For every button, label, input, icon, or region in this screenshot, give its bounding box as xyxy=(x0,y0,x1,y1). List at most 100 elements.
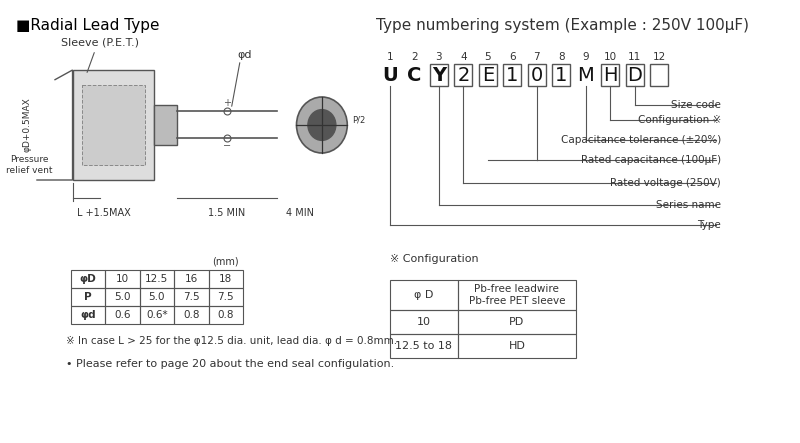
Text: 8: 8 xyxy=(558,52,565,62)
Text: 4: 4 xyxy=(460,52,466,62)
Text: Size code: Size code xyxy=(671,100,721,110)
Text: 1.5 MIN: 1.5 MIN xyxy=(208,208,246,218)
Text: 0.8: 0.8 xyxy=(218,310,234,320)
Bar xyxy=(454,64,473,86)
Text: 9: 9 xyxy=(582,52,589,62)
Text: 0.6*: 0.6* xyxy=(146,310,168,320)
Text: Configuration ※: Configuration ※ xyxy=(638,115,721,125)
Text: Pressure
relief vent: Pressure relief vent xyxy=(6,155,52,175)
Bar xyxy=(503,64,522,86)
Text: Type numbering system (Example : 250V 100μF): Type numbering system (Example : 250V 10… xyxy=(376,18,750,33)
Text: 2: 2 xyxy=(457,66,470,85)
Bar xyxy=(209,288,243,306)
Bar xyxy=(70,306,105,324)
Text: 5.0: 5.0 xyxy=(114,292,130,302)
Text: 12.5 to 18: 12.5 to 18 xyxy=(395,341,452,351)
Text: Pb-free leadwire
Pb-free PET sleeve: Pb-free leadwire Pb-free PET sleeve xyxy=(469,284,565,306)
Bar xyxy=(140,306,174,324)
Text: Y: Y xyxy=(432,66,446,85)
Text: Rated voltage (250V): Rated voltage (250V) xyxy=(610,178,721,188)
Text: 10: 10 xyxy=(116,274,129,284)
Text: ※ In case L > 25 for the φ12.5 dia. unit, lead dia. φ d = 0.8mm.: ※ In case L > 25 for the φ12.5 dia. unit… xyxy=(66,336,398,346)
Text: ※ Configuration: ※ Configuration xyxy=(390,254,478,264)
Text: HD: HD xyxy=(508,341,526,351)
Text: 0: 0 xyxy=(530,66,543,85)
Bar xyxy=(209,270,243,288)
Text: 12: 12 xyxy=(653,52,666,62)
Text: 0.8: 0.8 xyxy=(183,310,199,320)
Text: 18: 18 xyxy=(219,274,232,284)
Bar xyxy=(601,64,619,86)
Text: P: P xyxy=(84,292,92,302)
Text: −: − xyxy=(222,141,230,151)
Text: 2: 2 xyxy=(411,52,418,62)
Text: (mm): (mm) xyxy=(212,256,238,266)
Bar xyxy=(390,334,458,358)
Bar xyxy=(390,310,458,334)
Bar xyxy=(70,288,105,306)
Bar xyxy=(140,270,174,288)
Bar xyxy=(650,64,668,86)
Text: 10: 10 xyxy=(604,52,617,62)
Bar xyxy=(528,64,546,86)
Bar xyxy=(458,310,576,334)
Text: L +1.5MAX: L +1.5MAX xyxy=(78,208,131,218)
Text: φd: φd xyxy=(80,310,96,320)
Text: 3: 3 xyxy=(435,52,442,62)
Bar xyxy=(209,306,243,324)
Bar xyxy=(174,288,209,306)
Text: φ D: φ D xyxy=(414,290,434,300)
Bar xyxy=(70,270,105,288)
Text: 11: 11 xyxy=(628,52,642,62)
Text: PD: PD xyxy=(510,317,525,327)
Text: Rated capacitance (100μF): Rated capacitance (100μF) xyxy=(581,155,721,165)
Bar xyxy=(430,64,448,86)
Bar xyxy=(105,288,140,306)
Bar xyxy=(140,288,174,306)
Text: 0.6: 0.6 xyxy=(114,310,130,320)
Text: 5.0: 5.0 xyxy=(149,292,165,302)
Bar xyxy=(390,280,458,310)
Text: Series name: Series name xyxy=(656,200,721,210)
Text: 7.5: 7.5 xyxy=(183,292,200,302)
Bar xyxy=(458,280,576,310)
Circle shape xyxy=(308,109,336,140)
Text: 10: 10 xyxy=(417,317,431,327)
Bar xyxy=(478,64,497,86)
Text: Type: Type xyxy=(697,220,721,230)
Text: • Please refer to page 20 about the end seal configulation.: • Please refer to page 20 about the end … xyxy=(66,359,394,369)
Text: H: H xyxy=(603,66,618,85)
Text: 1: 1 xyxy=(506,66,518,85)
Text: 1: 1 xyxy=(386,52,394,62)
Text: U: U xyxy=(382,66,398,85)
Circle shape xyxy=(297,97,347,153)
Text: +: + xyxy=(222,98,230,108)
Text: E: E xyxy=(482,66,494,85)
Bar xyxy=(154,105,177,145)
Text: 5: 5 xyxy=(485,52,491,62)
Text: D: D xyxy=(627,66,642,85)
Text: 1: 1 xyxy=(555,66,567,85)
Text: Sleeve (P.E.T.): Sleeve (P.E.T.) xyxy=(61,37,138,47)
Text: M: M xyxy=(578,66,594,85)
Bar xyxy=(105,270,140,288)
Text: 7.5: 7.5 xyxy=(218,292,234,302)
Text: Capacitance tolerance (±20%): Capacitance tolerance (±20%) xyxy=(561,135,721,145)
Text: 4 MIN: 4 MIN xyxy=(286,208,314,218)
Bar xyxy=(73,70,154,180)
Text: φd: φd xyxy=(238,50,252,60)
Text: C: C xyxy=(407,66,422,85)
Bar xyxy=(174,270,209,288)
Text: φD+0.5MAX: φD+0.5MAX xyxy=(22,97,32,152)
Bar xyxy=(626,64,644,86)
Bar xyxy=(82,85,145,165)
Text: 7: 7 xyxy=(534,52,540,62)
Bar xyxy=(174,306,209,324)
Text: 16: 16 xyxy=(185,274,198,284)
Text: P/2: P/2 xyxy=(352,116,365,124)
Bar xyxy=(458,334,576,358)
Text: 6: 6 xyxy=(509,52,516,62)
Text: 12.5: 12.5 xyxy=(146,274,169,284)
Text: ■Radial Lead Type: ■Radial Lead Type xyxy=(16,18,160,33)
Text: φD: φD xyxy=(79,274,96,284)
